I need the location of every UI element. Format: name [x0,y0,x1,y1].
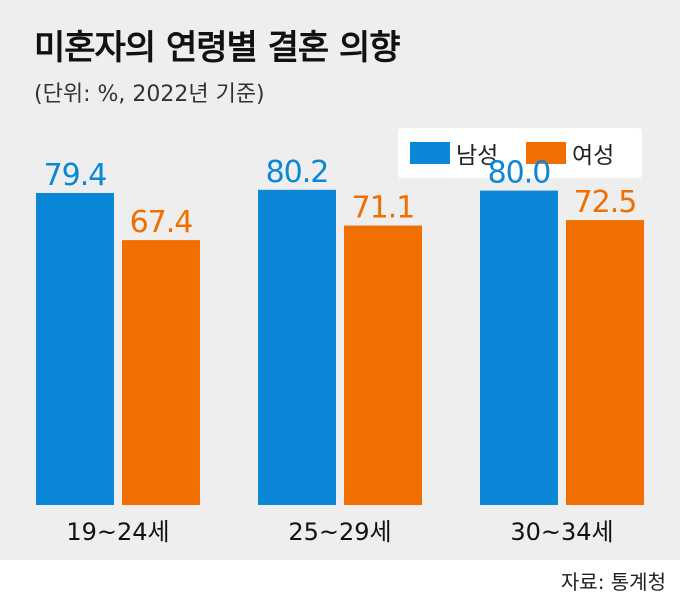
legend-label-female: 여성 [572,143,615,169]
bar-female-1 [122,240,200,506]
category-label-1: 19~24세 [66,518,169,546]
legend-item-female: 여성 [526,128,614,178]
value-label-female-1: 67.4 [130,205,193,240]
category-label-2: 25~29세 [288,518,391,546]
chart-title: 미혼자의 연령별 결혼 의향 [34,28,401,68]
legend-label-male: 남성 [456,143,499,169]
bar-female-3 [566,220,644,505]
bar-chart: 79.4 67.4 19~24세 80.2 71.1 25~29세 80.0 72.5 30~3… [36,155,644,546]
chart-subtitle: (단위: %, 2022년 기준) [34,82,265,107]
value-label-male-1: 79.4 [44,158,107,193]
value-label-female-3: 72.5 [574,185,637,220]
value-label-female-2: 71.1 [352,191,415,226]
bar-female-2 [344,225,422,505]
legend-swatch-male [410,142,450,164]
category-label-3: 30~34세 [510,518,613,546]
value-label-male-2: 80.2 [266,155,329,190]
legend: 남성 여성 [398,128,642,178]
source-note: 자료: 통계청 [560,570,666,594]
chart-panel: 미혼자의 연령별 결혼 의향 (단위: %, 2022년 기준) 남성 여성 7… [0,0,680,560]
legend-item-male: 남성 [410,128,498,178]
bar-male-2 [258,189,336,505]
value-label-male-3: 80.0 [488,156,551,191]
bar-male-1 [36,192,114,505]
bar-male-3 [480,190,558,505]
legend-swatch-female [526,142,566,164]
